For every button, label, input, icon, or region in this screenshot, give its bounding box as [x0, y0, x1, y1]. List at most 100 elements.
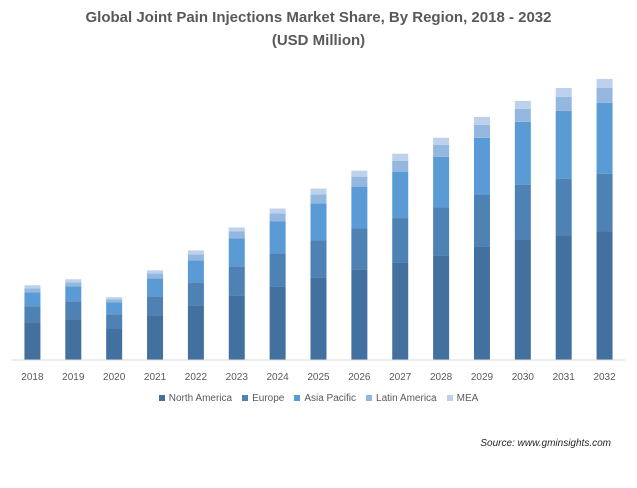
- bar-2028-latin-america: [433, 144, 450, 157]
- legend-item: Latin America: [366, 393, 437, 404]
- bar-2018-latin-america: [24, 288, 41, 293]
- bar-2029-europe: [473, 194, 490, 247]
- bar-2018-mea: [24, 285, 41, 289]
- x-tick-label: 2025: [307, 372, 330, 383]
- bar-2024-north-america: [269, 286, 286, 360]
- chart-subtitle: (USD Million): [271, 32, 366, 49]
- x-tick-label: 2022: [185, 372, 208, 383]
- x-tick-label: 2018: [21, 372, 44, 383]
- bar-2026-latin-america: [351, 176, 368, 187]
- bars-group: [24, 78, 613, 360]
- legend-item: MEA: [446, 393, 479, 404]
- bar-2023-europe: [228, 266, 245, 296]
- bar-2019-mea: [65, 279, 82, 283]
- source-note: Source: www.gminsights.com: [480, 438, 611, 449]
- bar-2024-latin-america: [269, 213, 286, 222]
- legend-item: North America: [158, 393, 233, 404]
- bar-2023-asia-pacific: [228, 238, 245, 267]
- bar-2020-europe: [106, 314, 123, 329]
- bar-2030-mea: [514, 100, 531, 109]
- bar-2024-asia-pacific: [269, 221, 286, 254]
- bar-2023-north-america: [228, 295, 245, 360]
- x-tick-labels: 2018 2019 2020 2021 2022 2023 2024 2025 2026 2027…: [21, 372, 616, 383]
- x-tick-label: 2023: [226, 372, 249, 383]
- bar-2027-europe: [392, 218, 409, 263]
- legend-swatch: [294, 395, 301, 402]
- bar-2022-latin-america: [187, 254, 204, 261]
- x-tick-label: 2024: [267, 372, 290, 383]
- bar-2030-north-america: [514, 239, 531, 360]
- bar-2031-mea: [555, 87, 572, 97]
- bar-2027-mea: [392, 153, 409, 161]
- x-tick-label: 2030: [512, 372, 535, 383]
- bar-2031-latin-america: [555, 96, 572, 111]
- bar-2021-asia-pacific: [147, 278, 164, 297]
- bar-2032-mea: [596, 78, 613, 88]
- bar-2030-europe: [514, 184, 531, 240]
- bar-2022-north-america: [187, 305, 204, 360]
- bar-2028-mea: [433, 137, 450, 145]
- bar-2023-latin-america: [228, 231, 245, 239]
- legend-label: Europe: [252, 393, 285, 404]
- bar-2020-mea: [106, 297, 123, 300]
- bar-2019-asia-pacific: [65, 286, 82, 302]
- bar-2018-europe: [24, 306, 41, 323]
- bar-2028-north-america: [433, 255, 450, 360]
- bar-2026-mea: [351, 170, 368, 177]
- bar-2019-north-america: [65, 319, 82, 360]
- bar-2026-north-america: [351, 269, 368, 360]
- bar-2019-europe: [65, 301, 82, 320]
- x-tick-label: 2027: [389, 372, 412, 383]
- bar-2022-europe: [187, 282, 204, 306]
- legend-label: MEA: [456, 393, 479, 404]
- bar-2021-north-america: [147, 315, 164, 360]
- bar-2024-mea: [269, 208, 286, 214]
- legend-label: North America: [168, 393, 233, 404]
- x-tick-label: 2028: [430, 372, 453, 383]
- bar-2025-asia-pacific: [310, 203, 327, 241]
- bar-2025-north-america: [310, 277, 327, 360]
- bar-2020-latin-america: [106, 299, 123, 303]
- bar-2031-europe: [555, 178, 572, 236]
- bar-2032-asia-pacific: [596, 102, 613, 174]
- bar-2027-north-america: [392, 262, 409, 360]
- bar-2027-asia-pacific: [392, 171, 409, 219]
- bar-2031-asia-pacific: [555, 110, 572, 179]
- legend: North America Europe Asia Pacific Latin Ame…: [0, 393, 637, 404]
- bar-2021-mea: [147, 270, 164, 274]
- bar-2025-mea: [310, 188, 327, 195]
- bar-2032-latin-america: [596, 87, 613, 103]
- legend-label: Latin America: [376, 393, 437, 404]
- bar-2030-latin-america: [514, 108, 531, 122]
- bar-2029-asia-pacific: [473, 137, 490, 195]
- bar-2023-mea: [228, 227, 245, 232]
- bar-2027-latin-america: [392, 160, 409, 172]
- x-tick-label: 2019: [62, 372, 85, 383]
- bar-2029-latin-america: [473, 124, 490, 138]
- bar-2032-north-america: [596, 231, 613, 360]
- bar-2021-latin-america: [147, 273, 164, 279]
- legend-swatch: [366, 395, 373, 402]
- bar-2030-asia-pacific: [514, 121, 531, 185]
- legend-item: Europe: [242, 393, 284, 404]
- bar-2026-europe: [351, 228, 368, 270]
- bar-2029-mea: [473, 116, 490, 125]
- bar-2018-north-america: [24, 322, 41, 360]
- legend-swatch: [446, 395, 453, 402]
- bar-2021-europe: [147, 296, 164, 316]
- bar-2028-europe: [433, 207, 450, 256]
- x-tick-label: 2029: [471, 372, 494, 383]
- bar-2025-europe: [310, 240, 327, 278]
- bar-2020-asia-pacific: [106, 302, 123, 315]
- legend-swatch: [242, 395, 249, 402]
- x-tick-label: 2032: [593, 372, 616, 383]
- bar-2029-north-america: [473, 246, 490, 360]
- bar-2022-asia-pacific: [187, 260, 204, 283]
- bar-2025-latin-america: [310, 194, 327, 204]
- bar-2032-europe: [596, 173, 613, 232]
- x-tick-label: 2026: [348, 372, 371, 383]
- bar-2026-asia-pacific: [351, 186, 368, 229]
- x-tick-label: 2031: [553, 372, 576, 383]
- bar-2024-europe: [269, 253, 286, 287]
- bar-2022-mea: [187, 250, 204, 255]
